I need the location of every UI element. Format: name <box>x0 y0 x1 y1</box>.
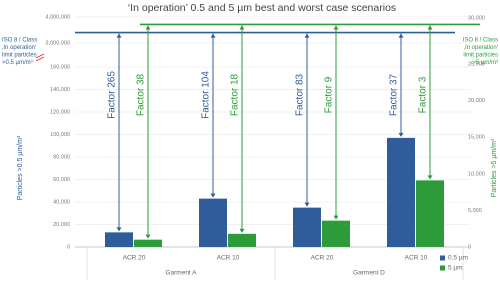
limit-label: ISO 8 / Class <box>2 38 37 44</box>
arrow-head <box>427 25 433 30</box>
legend-swatch <box>440 255 445 261</box>
bar <box>199 198 227 247</box>
bar <box>134 239 162 247</box>
bar <box>387 137 415 247</box>
arrow-head <box>333 215 339 220</box>
y2-axis-label: Particles >5 µm/m³ <box>491 138 498 197</box>
factor-label: Factor 104 <box>201 71 212 119</box>
arrow-head <box>304 202 310 207</box>
x-tick-label: ACR 20 <box>311 255 334 262</box>
axis-break <box>35 56 45 62</box>
tick-label: 140,000 <box>50 87 70 93</box>
group-label: Garment D <box>353 270 385 277</box>
bar <box>322 220 350 247</box>
group-label: Garment A <box>165 270 197 277</box>
limit-label: >5 µm/m³ <box>472 60 498 66</box>
factor-label: Factor 38 <box>136 73 147 116</box>
arrow-head <box>398 132 404 137</box>
factor-label: Factor 83 <box>295 73 306 116</box>
tick-label: 25,000 <box>468 61 485 67</box>
tick-label: 80,000 <box>53 154 70 160</box>
x-tick-label: ACR 10 <box>217 255 240 262</box>
tick-label: 100,000 <box>50 132 70 138</box>
legend-swatch <box>440 265 445 271</box>
bar <box>105 232 133 247</box>
arrow-head <box>145 234 151 239</box>
bar <box>293 207 321 247</box>
factor-label: Factor 3 <box>418 76 429 113</box>
tick-label: 3,000,000 <box>46 40 70 46</box>
tick-label: 40,000 <box>53 199 70 205</box>
tick-label: 160,000 <box>50 64 70 70</box>
tick-label: 5,000 <box>468 208 482 214</box>
tick-label: 20,000 <box>468 98 485 104</box>
arrow-head <box>398 33 404 38</box>
legend-label: 0.5 µm <box>448 255 468 262</box>
factor-label: Factor 9 <box>324 76 335 113</box>
limit-label: >0.5 µm/m³ <box>2 60 33 66</box>
legend-label: 5 µm <box>448 265 463 272</box>
y-axis-label: Particles >0.5 µm/m³ <box>17 135 24 200</box>
limit-label: limit particles <box>2 53 37 59</box>
arrow-head <box>116 227 122 232</box>
chart-title: ‘In operation’ 0.5 and 5 µm best and wor… <box>128 2 396 14</box>
x-tick-label: ACR 20 <box>123 255 146 262</box>
arrow-head <box>239 228 245 233</box>
tick-label: 10,000 <box>468 171 485 177</box>
factor-label: Factor 265 <box>107 71 118 119</box>
tick-label: 30,000 <box>468 15 485 21</box>
arrow-head <box>304 33 310 38</box>
bar <box>416 180 444 247</box>
arrow-head <box>210 33 216 38</box>
limit-label: ISO 8 / Class <box>463 38 498 44</box>
tick-label: 120,000 <box>50 109 70 115</box>
tick-label: 0 <box>468 244 471 250</box>
factor-label: Factor 37 <box>389 73 400 116</box>
arrow-head <box>239 25 245 30</box>
limit-label: limit particles <box>463 53 498 59</box>
factor-label: Factor 18 <box>230 73 241 116</box>
tick-label: 20,000 <box>53 222 70 228</box>
tick-label: 15,000 <box>468 135 485 141</box>
tick-label: 60,000 <box>53 177 70 183</box>
arrow-head <box>145 25 151 30</box>
arrow-head <box>210 193 216 198</box>
tick-label: 0 <box>67 244 70 250</box>
limit-label: ‚In operation‘ <box>464 45 498 51</box>
bar <box>228 233 256 247</box>
axis-break <box>35 53 45 59</box>
tick-label: 4,000,000 <box>46 14 70 20</box>
x-tick-label: ACR 10 <box>405 255 428 262</box>
arrow-head <box>333 25 339 30</box>
arrow-head <box>427 175 433 180</box>
limit-label: ‚In operation‘ <box>2 45 36 51</box>
arrow-head <box>116 33 122 38</box>
